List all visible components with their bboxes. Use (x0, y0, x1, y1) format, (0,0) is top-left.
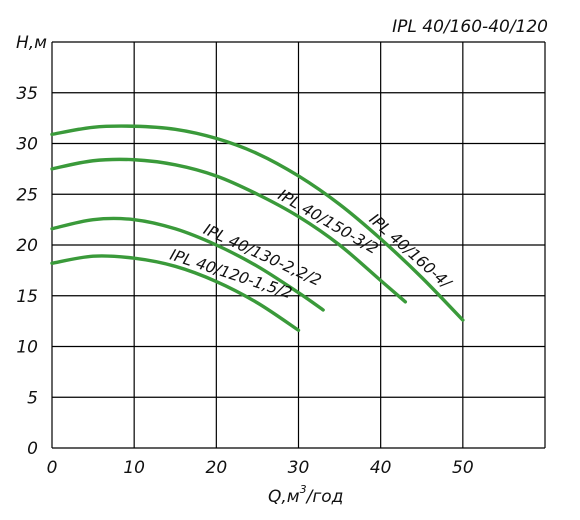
grid (51, 41, 546, 449)
chart-title: IPL 40/160-40/120 (392, 17, 548, 37)
x-tick-label: 10 (123, 458, 145, 478)
y-tick-label: 5 (27, 388, 38, 408)
x-axis-label-tail: /год (305, 487, 344, 507)
x-tick-label: 30 (288, 458, 310, 478)
y-tick-label: 20 (16, 236, 38, 256)
series-curve-1 (50, 124, 465, 322)
x-tick-label: 0 (47, 458, 58, 478)
series-curve-2 (50, 157, 408, 304)
y-tick-label: 25 (16, 185, 38, 205)
series-curves (50, 124, 465, 332)
y-tick-label: 35 (16, 84, 38, 104)
x-axis-label-sup: 3 (300, 483, 307, 496)
y-tick-label: 30 (16, 135, 38, 155)
y-tick-labels: 0 5 10 15 20 25 30 35 (16, 84, 38, 459)
x-tick-label: 40 (370, 458, 392, 478)
series-curve-4 (50, 254, 301, 332)
x-tick-labels: 0 10 20 30 40 50 (47, 458, 474, 478)
y-tick-label: 15 (16, 287, 38, 307)
x-tick-label: 20 (206, 458, 228, 478)
series-curve-3 (50, 216, 325, 312)
y-tick-label: 10 (16, 338, 38, 358)
y-tick-label: 0 (27, 439, 38, 459)
x-axis-label: Q,м3/год (268, 483, 343, 507)
x-axis-label-main: Q,м (268, 487, 300, 507)
y-axis-label: H,м (16, 33, 47, 53)
x-tick-label: 50 (452, 458, 474, 478)
